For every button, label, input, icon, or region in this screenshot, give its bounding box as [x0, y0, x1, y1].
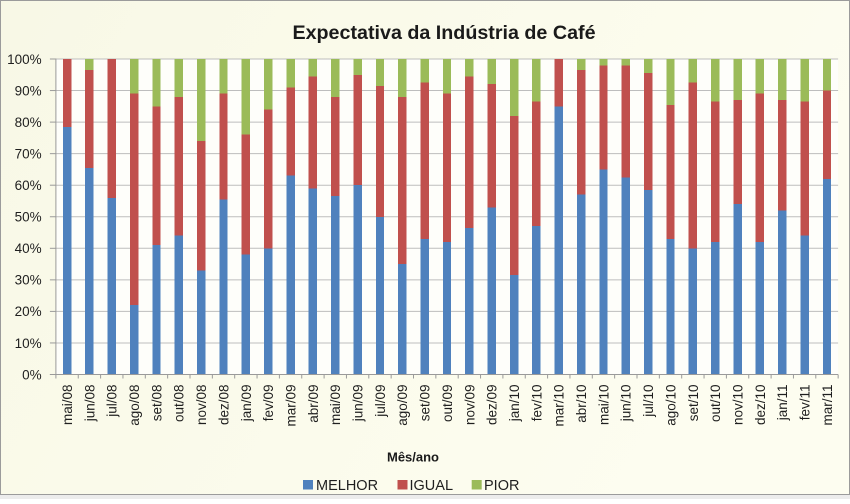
svg-text:20%: 20%	[15, 304, 42, 319]
svg-text:nov/10: nov/10	[730, 385, 745, 426]
svg-text:90%: 90%	[15, 83, 42, 98]
svg-text:dez/09: dez/09	[485, 385, 500, 426]
svg-text:100%: 100%	[7, 52, 42, 67]
svg-text:jul/09: jul/09	[373, 385, 388, 418]
svg-text:jul/10: jul/10	[641, 385, 656, 418]
svg-text:80%: 80%	[15, 115, 42, 130]
svg-text:0%: 0%	[22, 367, 42, 382]
svg-text:jun/09: jun/09	[351, 385, 366, 423]
svg-text:jan/09: jan/09	[239, 385, 254, 423]
svg-text:out/09: out/09	[440, 385, 455, 423]
svg-text:ago/10: ago/10	[663, 385, 678, 426]
svg-text:mai/09: mai/09	[328, 385, 343, 426]
svg-text:mai/08: mai/08	[60, 385, 75, 426]
svg-text:abr/10: abr/10	[574, 385, 589, 423]
svg-text:IGUAL: IGUAL	[410, 478, 454, 494]
svg-text:Expectativa da Indústria de Ca: Expectativa da Indústria de Café	[292, 22, 595, 44]
svg-text:out/10: out/10	[708, 385, 723, 423]
svg-text:dez/08: dez/08	[216, 385, 231, 426]
svg-text:mar/10: mar/10	[552, 385, 567, 427]
svg-text:Mês/ano: Mês/ano	[387, 450, 439, 465]
svg-text:out/08: out/08	[172, 385, 187, 423]
svg-text:fev/11: fev/11	[798, 385, 813, 421]
svg-text:dez/10: dez/10	[753, 385, 768, 426]
svg-text:abr/09: abr/09	[306, 385, 321, 423]
svg-text:jan/11: jan/11	[775, 385, 790, 422]
svg-text:PIOR: PIOR	[484, 478, 519, 494]
svg-text:jan/10: jan/10	[507, 385, 522, 423]
svg-text:mai/10: mai/10	[596, 385, 611, 426]
svg-text:jun/08: jun/08	[82, 385, 97, 423]
svg-text:mar/11: mar/11	[820, 385, 835, 426]
svg-text:ago/08: ago/08	[127, 385, 142, 426]
svg-text:30%: 30%	[15, 273, 42, 288]
svg-text:mar/09: mar/09	[283, 385, 298, 427]
svg-text:jun/10: jun/10	[619, 385, 634, 423]
svg-text:nov/08: nov/08	[194, 385, 209, 426]
svg-text:set/10: set/10	[686, 385, 701, 422]
svg-text:nov/09: nov/09	[462, 385, 477, 426]
svg-text:50%: 50%	[15, 210, 42, 225]
svg-text:set/08: set/08	[149, 385, 164, 422]
svg-text:40%: 40%	[15, 241, 42, 256]
svg-text:60%: 60%	[15, 178, 42, 193]
svg-text:70%: 70%	[15, 147, 42, 162]
svg-text:fev/10: fev/10	[529, 385, 544, 422]
svg-text:ago/09: ago/09	[395, 385, 410, 426]
svg-text:10%: 10%	[15, 336, 42, 351]
svg-text:MELHOR: MELHOR	[316, 478, 378, 494]
svg-text:jul/08: jul/08	[105, 385, 120, 418]
svg-text:fev/09: fev/09	[261, 385, 276, 422]
svg-text:set/09: set/09	[418, 385, 433, 422]
